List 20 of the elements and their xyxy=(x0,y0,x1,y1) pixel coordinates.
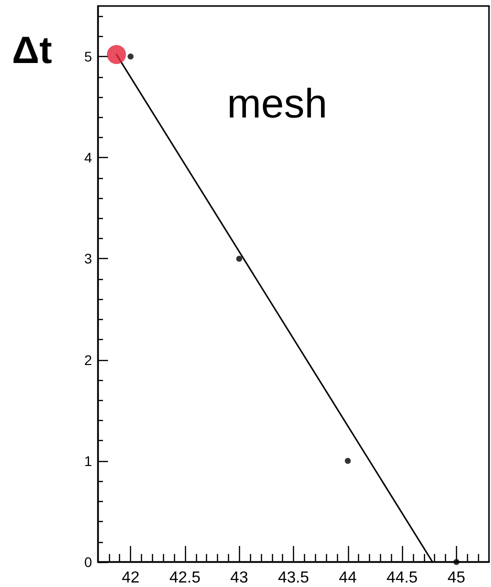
x-tick-label: 43.5 xyxy=(278,570,310,586)
point xyxy=(128,54,134,60)
x-tick-label: 43 xyxy=(230,570,248,586)
x-tick-label: 42 xyxy=(122,570,140,586)
y-tick-label: 4 xyxy=(84,150,92,166)
text: mesh xyxy=(227,80,328,126)
y-tick-label: 5 xyxy=(84,48,92,65)
point xyxy=(344,458,351,464)
x-tick-label: 44.5 xyxy=(386,570,418,586)
point xyxy=(236,256,242,262)
y-tick-label: 3 xyxy=(84,250,92,267)
y-tick-label: 1 xyxy=(84,452,92,469)
x-tick-label: 44 xyxy=(338,570,357,586)
y-tick-label: 2 xyxy=(84,352,92,368)
point xyxy=(453,559,460,565)
x-tick-label: 45 xyxy=(448,570,466,586)
x-tick-label: 42.5 xyxy=(169,570,201,586)
y-tick-label: 0 xyxy=(84,554,92,570)
point xyxy=(106,45,126,64)
y-axis-title: Δt xyxy=(12,30,52,72)
